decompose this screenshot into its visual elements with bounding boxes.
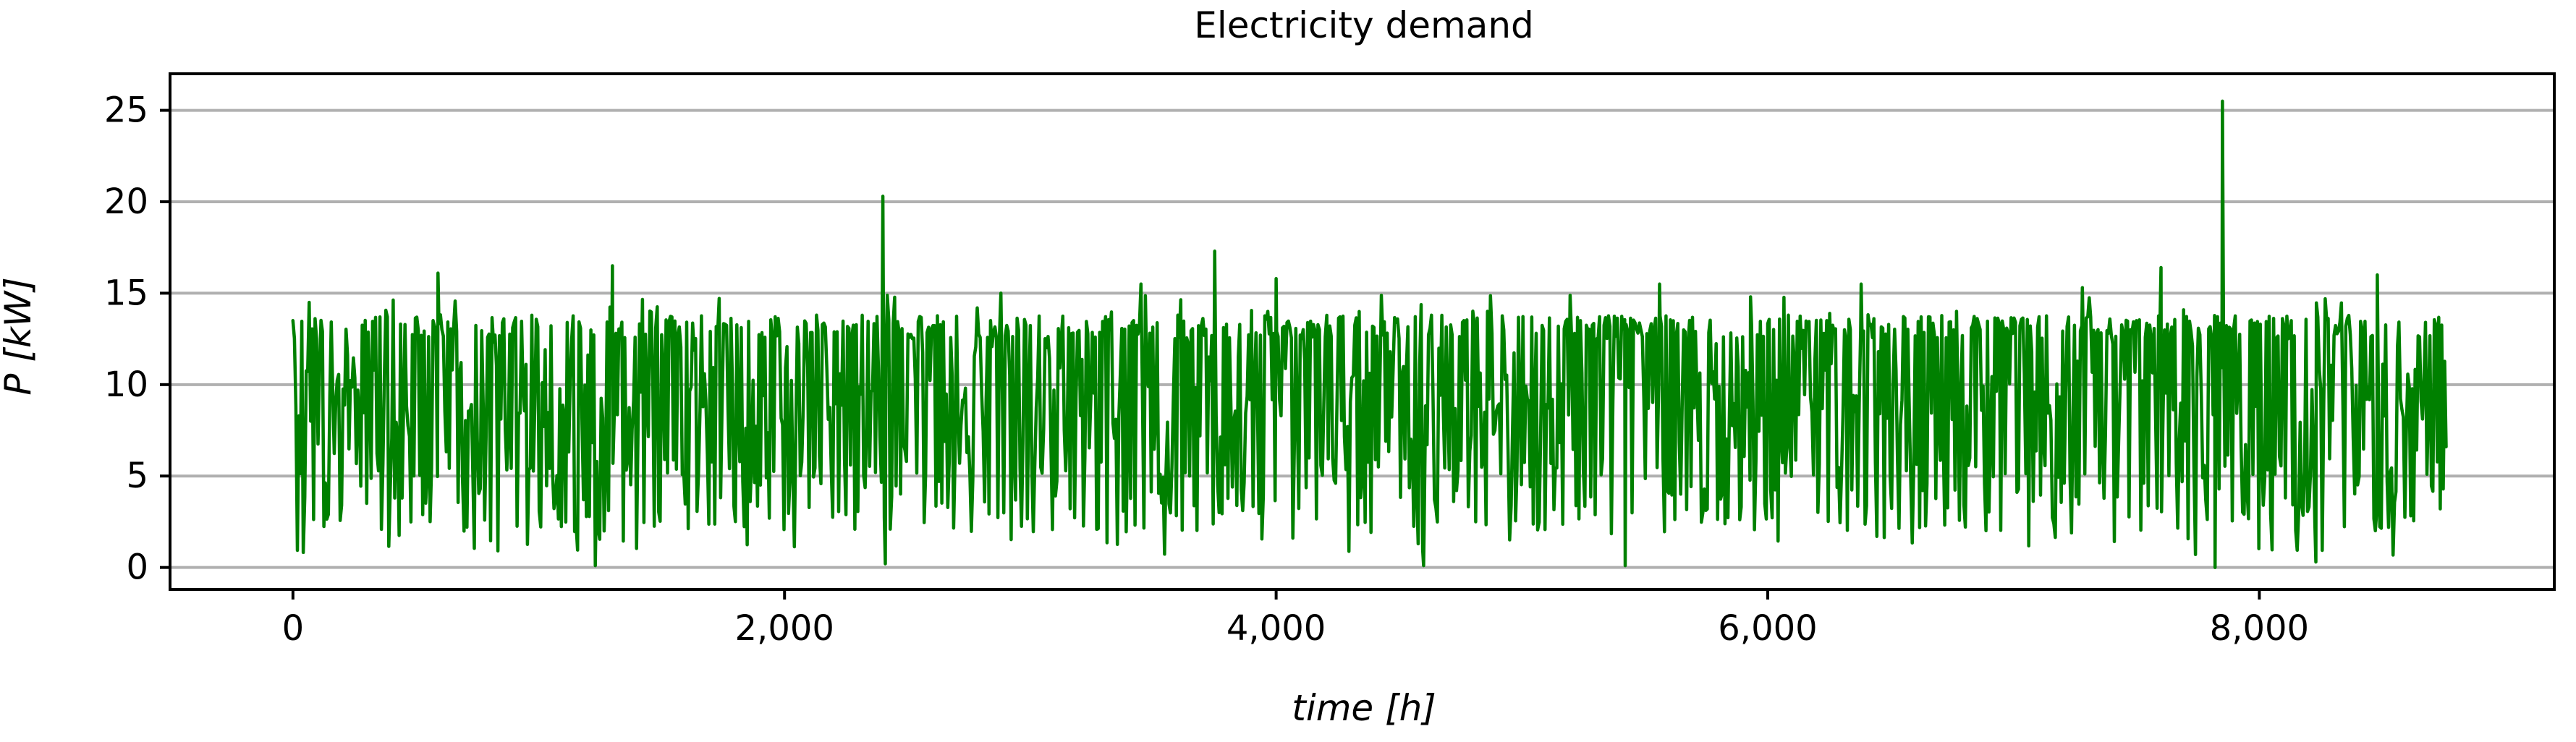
series-layer [291,99,2448,569]
x-axis-label: time [h] [1292,687,1436,729]
y-tick-label-1: 5 [126,456,148,496]
series-line [291,99,2448,569]
plot-frame [169,72,2556,591]
x-tick-label-0: 0 [282,608,305,649]
x-tick-label-4: 8,000 [2210,608,2309,649]
chart-title: Electricity demand [1194,4,1534,46]
y-tick-label-4: 20 [104,182,148,222]
y-tick-label-5: 25 [104,90,148,131]
y-axis-label: P [kW] [0,277,39,395]
x-tick-label-3: 6,000 [1718,608,1817,649]
y-tick-label-2: 10 [104,364,148,405]
axes [160,72,2556,600]
x-tick-label-1: 2,000 [735,608,834,649]
x-tick-label-2: 4,000 [1226,608,1326,649]
tick-labels: 0 2,000 4,000 6,000 8,000 0 5 10 15 20 25 [104,90,2309,649]
y-tick-label-3: 15 [104,273,148,313]
y-tick-label-0: 0 [126,547,148,588]
